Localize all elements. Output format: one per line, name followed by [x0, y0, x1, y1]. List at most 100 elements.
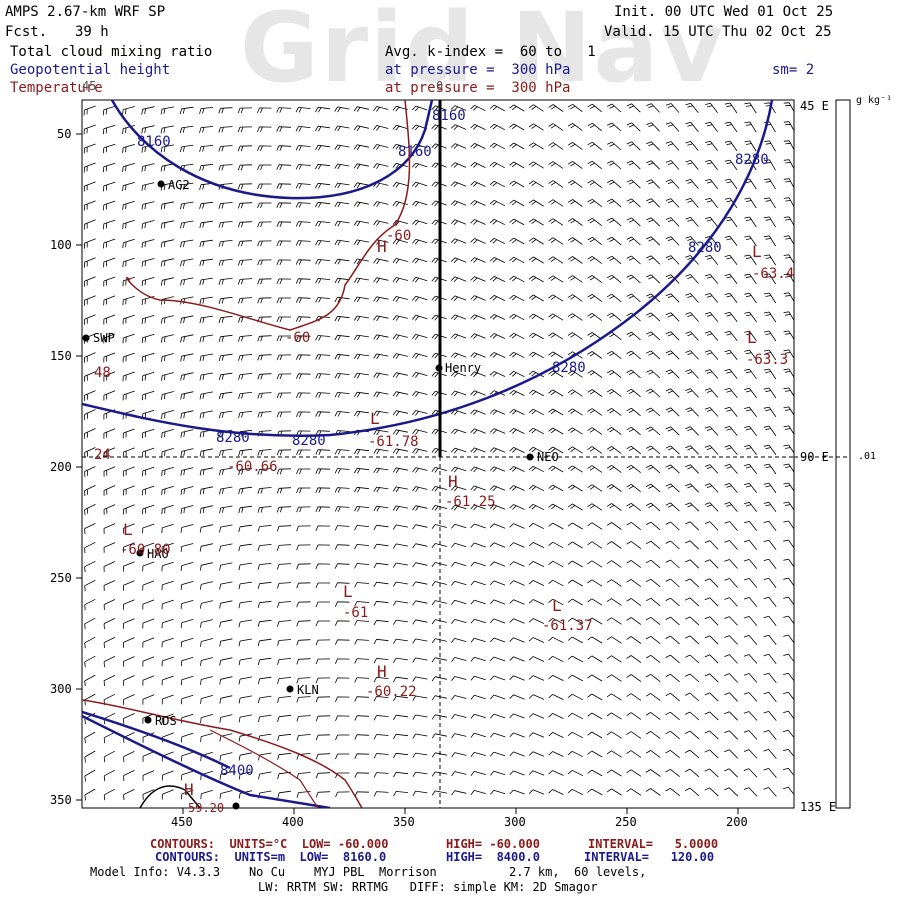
temp-label-minus61-25: -61.25	[445, 494, 496, 510]
y-tick-100: 100	[50, 238, 72, 252]
station-label-kln: KLN	[297, 683, 319, 697]
high-marker-4: H	[184, 780, 194, 799]
y-tick-300: 300	[50, 682, 72, 696]
x-tick-350: 350	[393, 815, 415, 829]
height-contour-8400	[82, 710, 231, 770]
y-tick-350: 350	[50, 793, 72, 807]
high-marker-1: H	[377, 237, 387, 256]
colorbar-frame	[835, 99, 851, 809]
footer-height-contours: CONTOURS: UNITS=m LOW= 8160.0	[155, 850, 387, 864]
temp-label-minus60b: -60	[285, 330, 311, 346]
temp-label-minus61: -61	[343, 605, 369, 621]
wind-barbs-layer	[83, 102, 794, 801]
low-marker-2: L	[123, 520, 133, 539]
temp-label-59-20: 59.20	[188, 801, 225, 815]
colorbar-top-label: 45 E	[800, 99, 829, 113]
station-dot-neo	[526, 453, 534, 461]
colorbar-value-label: .01	[858, 451, 877, 462]
station-label-hao: HAO	[147, 547, 169, 561]
high-marker-2: H	[448, 472, 458, 491]
y-tick-150: 150	[50, 349, 72, 363]
low-marker-4: L	[552, 596, 562, 615]
model-title: AMPS 2.67-km WRF SP	[5, 4, 166, 20]
pressure-level-temp: at pressure = 300 hPa	[385, 80, 571, 96]
temp-label-minus60a: -60	[386, 228, 412, 244]
x-tick-250: 250	[615, 815, 637, 829]
footer-temp-contours: CONTOURS: UNITS=°C LOW= -60.000	[150, 837, 389, 851]
height-label-8400: 8400	[220, 763, 254, 779]
temp-label-minus61-37: -61.37	[542, 618, 593, 634]
station-dot-south	[232, 802, 240, 810]
footer-temp-high: HIGH= -60.000	[446, 837, 540, 851]
temp-label-minus63-3: -63.3	[746, 352, 789, 368]
temp-label-minus60-66: -60.66	[227, 459, 278, 475]
station-dot-swp	[82, 334, 90, 342]
height-label-8280c: 8280	[552, 360, 586, 376]
lon-label-45: 45	[82, 79, 97, 93]
height-label-8280e: 8280	[216, 430, 250, 446]
forecast-hour: 39 h	[75, 24, 109, 40]
station-label-swp: SWP	[93, 331, 115, 345]
smoothing-value: sm= 2	[772, 62, 815, 78]
y-tick-200: 200	[50, 460, 72, 474]
pressure-level-height: at pressure = 300 hPa	[385, 62, 571, 78]
temp-contour-minus60	[126, 100, 411, 331]
height-contour-8280	[82, 100, 774, 438]
station-label-neo: NEO	[537, 450, 559, 464]
wind-barbs	[83, 102, 794, 801]
temp-label-minus60-80: -60.80	[120, 542, 171, 558]
y-tick-50: 50	[57, 127, 72, 141]
footer-height-high: HIGH= 8400.0	[446, 850, 540, 864]
temp-contour-south-b	[209, 729, 319, 808]
x-tick-300: 300	[504, 815, 526, 829]
height-label-8160a: 8160	[137, 134, 171, 150]
init-time: Init. 00 UTC Wed 01 Oct 25	[614, 4, 834, 20]
station-label-henry: Henry	[445, 361, 482, 375]
height-contour-8400-b	[82, 714, 331, 808]
footer-model-info: Model Info: V4.3.3 No Cu MYJ PBL Morriso…	[90, 865, 647, 879]
station-label-rds: RDS	[155, 714, 177, 728]
height-label-8280b: 8280	[688, 240, 722, 256]
k-index-average: Avg. k-index = 60 to 1	[385, 44, 596, 60]
forecast-label: Fcst.	[5, 24, 48, 40]
coastline-segment	[139, 785, 201, 808]
low-marker-6: L	[747, 328, 757, 347]
station-dot-ag2	[157, 180, 165, 188]
field-cloud-mixing: Total cloud mixing ratio	[10, 44, 213, 60]
y-tick-250: 250	[50, 571, 72, 585]
temp-label-24: 24	[94, 447, 111, 463]
height-label-8160c: 8160	[432, 108, 466, 124]
low-marker-5: L	[752, 242, 762, 261]
footer-physics-info: LW: RRTM SW: RRTMG DIFF: simple KM: 2D S…	[258, 880, 598, 894]
station-dot-hao	[136, 549, 144, 557]
temp-label-minus61-78: -61.78	[368, 434, 419, 450]
high-marker-3: H	[377, 662, 387, 681]
gridnav-watermark: Grid Nav	[240, 0, 725, 104]
x-tick-400: 400	[282, 815, 304, 829]
temp-label-minus63-4: -63.4	[752, 266, 795, 282]
station-label-ag2: AG2	[168, 178, 190, 192]
height-label-8160b: 8160	[398, 144, 432, 160]
plot-frame	[81, 99, 795, 809]
station-dot-kln	[286, 685, 294, 693]
height-label-8280d: 8280	[292, 433, 326, 449]
height-contour-8160	[110, 100, 434, 200]
station-dot-henry	[435, 364, 443, 372]
station-dot-rds	[144, 716, 152, 724]
colorbar-bottom-label: 135 E	[800, 800, 837, 814]
low-marker-3: L	[343, 582, 353, 601]
x-tick-200: 200	[726, 815, 748, 829]
temp-label-minus60-22: -60.22	[366, 684, 417, 700]
footer-height-interval: INTERVAL= 120.00	[584, 850, 715, 864]
low-marker-1: L	[370, 409, 380, 428]
temp-label-48: 48	[94, 365, 111, 381]
height-label-8280a: 8280	[735, 152, 769, 168]
x-tick-450: 450	[171, 815, 193, 829]
field-geopotential: Geopotential height	[10, 62, 171, 78]
lon-label-0: 0	[436, 79, 444, 93]
temp-contour-minus60-south	[82, 699, 363, 808]
colorbar-units: g kg⁻¹	[856, 95, 893, 106]
footer-temp-interval: INTERVAL= 5.0000	[588, 837, 719, 851]
field-temperature: Temperature	[10, 80, 103, 96]
